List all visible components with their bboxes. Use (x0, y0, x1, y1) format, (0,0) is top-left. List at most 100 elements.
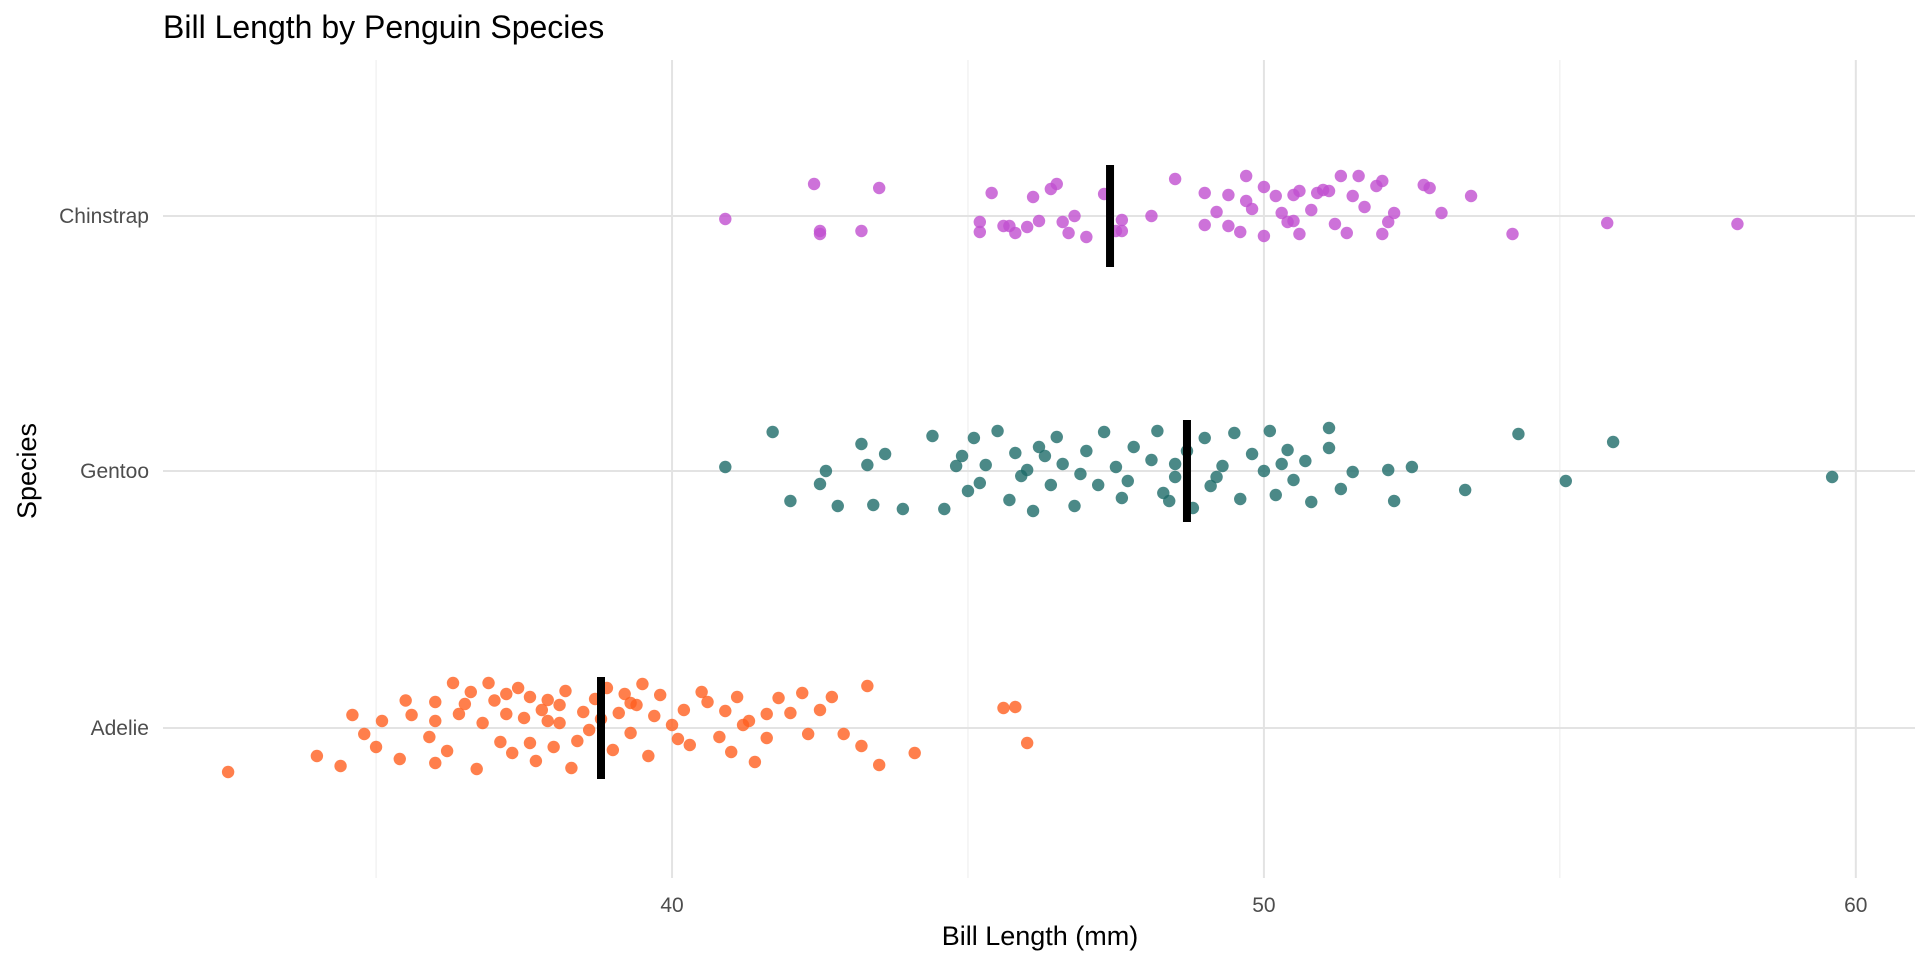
data-point (399, 694, 412, 707)
data-point (1026, 504, 1040, 518)
data-point (831, 499, 844, 513)
data-point (713, 730, 726, 744)
data-point (529, 754, 543, 768)
data-point (701, 695, 714, 709)
data-point (1269, 488, 1282, 502)
data-point (1168, 457, 1182, 471)
data-point (985, 186, 998, 200)
data-point (429, 714, 442, 728)
data-point (973, 215, 987, 229)
data-point (730, 690, 744, 704)
data-point (1050, 430, 1063, 444)
data-point (624, 726, 637, 740)
data-point (1322, 184, 1336, 198)
data-point (878, 447, 892, 461)
data-point (1198, 218, 1211, 232)
data-point (1464, 189, 1478, 203)
data-point (1559, 474, 1572, 488)
data-point (760, 707, 773, 721)
y-axis-title: Species (12, 423, 42, 519)
data-point (991, 424, 1004, 438)
data-point (310, 749, 324, 763)
data-point (861, 458, 874, 472)
data-point (582, 723, 596, 737)
data-point (440, 744, 454, 758)
data-point (1601, 216, 1614, 230)
data-point (961, 484, 975, 498)
data-point (553, 698, 566, 712)
data-point (1305, 495, 1318, 509)
data-point (1198, 186, 1211, 200)
data-point (719, 460, 732, 474)
data-point (1168, 172, 1182, 186)
data-point (1376, 227, 1389, 241)
data-point (1245, 447, 1259, 461)
data-point (1026, 190, 1040, 204)
data-point (535, 703, 549, 717)
mean-marker (1182, 420, 1191, 522)
data-point (896, 502, 910, 516)
data-point (1382, 463, 1395, 477)
data-point (855, 437, 868, 451)
data-point (1145, 453, 1158, 467)
data-point (358, 727, 371, 741)
data-point (1245, 202, 1259, 216)
data-point (1080, 444, 1093, 458)
y-tick-label: Adelie (91, 717, 149, 740)
data-point (1293, 227, 1306, 241)
data-point (796, 686, 809, 700)
data-point (772, 691, 785, 705)
data-point (506, 746, 519, 760)
data-point (500, 687, 513, 701)
data-point (807, 177, 821, 191)
data-point (541, 693, 554, 707)
data-point (559, 684, 572, 698)
data-point (973, 476, 987, 490)
data-point (671, 732, 685, 746)
data-point (446, 676, 460, 690)
data-point (488, 694, 501, 707)
data-point (464, 685, 477, 699)
data-point (1435, 206, 1448, 220)
data-point (1038, 449, 1052, 463)
data-point (784, 494, 797, 508)
data-point (1015, 469, 1028, 483)
data-point (855, 739, 868, 753)
data-point (346, 708, 359, 722)
data-point (1275, 457, 1288, 471)
data-point (494, 735, 507, 749)
data-point (1287, 214, 1300, 228)
data-point (624, 696, 637, 710)
data-point (1157, 486, 1170, 500)
data-point (571, 734, 584, 748)
data-point (979, 458, 992, 472)
data-point (1151, 424, 1164, 438)
data-point (1370, 179, 1383, 193)
data-point (1097, 425, 1111, 439)
data-point (1423, 181, 1436, 195)
data-point (553, 716, 566, 730)
data-point (1044, 478, 1058, 492)
data-point (577, 705, 590, 719)
data-point (523, 690, 537, 704)
data-point (1080, 230, 1093, 244)
x-axis-title: Bill Length (mm) (942, 921, 1139, 951)
data-point (748, 755, 762, 769)
data-point (429, 695, 442, 709)
data-point (736, 718, 750, 732)
data-point (541, 714, 554, 728)
data-point (1731, 217, 1744, 231)
mean-marker (597, 677, 605, 779)
data-point (1606, 435, 1620, 449)
data-point (683, 738, 696, 752)
data-point (618, 687, 631, 701)
data-point (1068, 499, 1081, 513)
data-point (1009, 700, 1022, 714)
data-point (482, 676, 495, 690)
data-point (1121, 474, 1134, 488)
data-point (938, 502, 951, 516)
data-point (861, 679, 874, 693)
data-point (452, 707, 466, 721)
data-point (1512, 427, 1525, 441)
data-point (1009, 446, 1022, 460)
